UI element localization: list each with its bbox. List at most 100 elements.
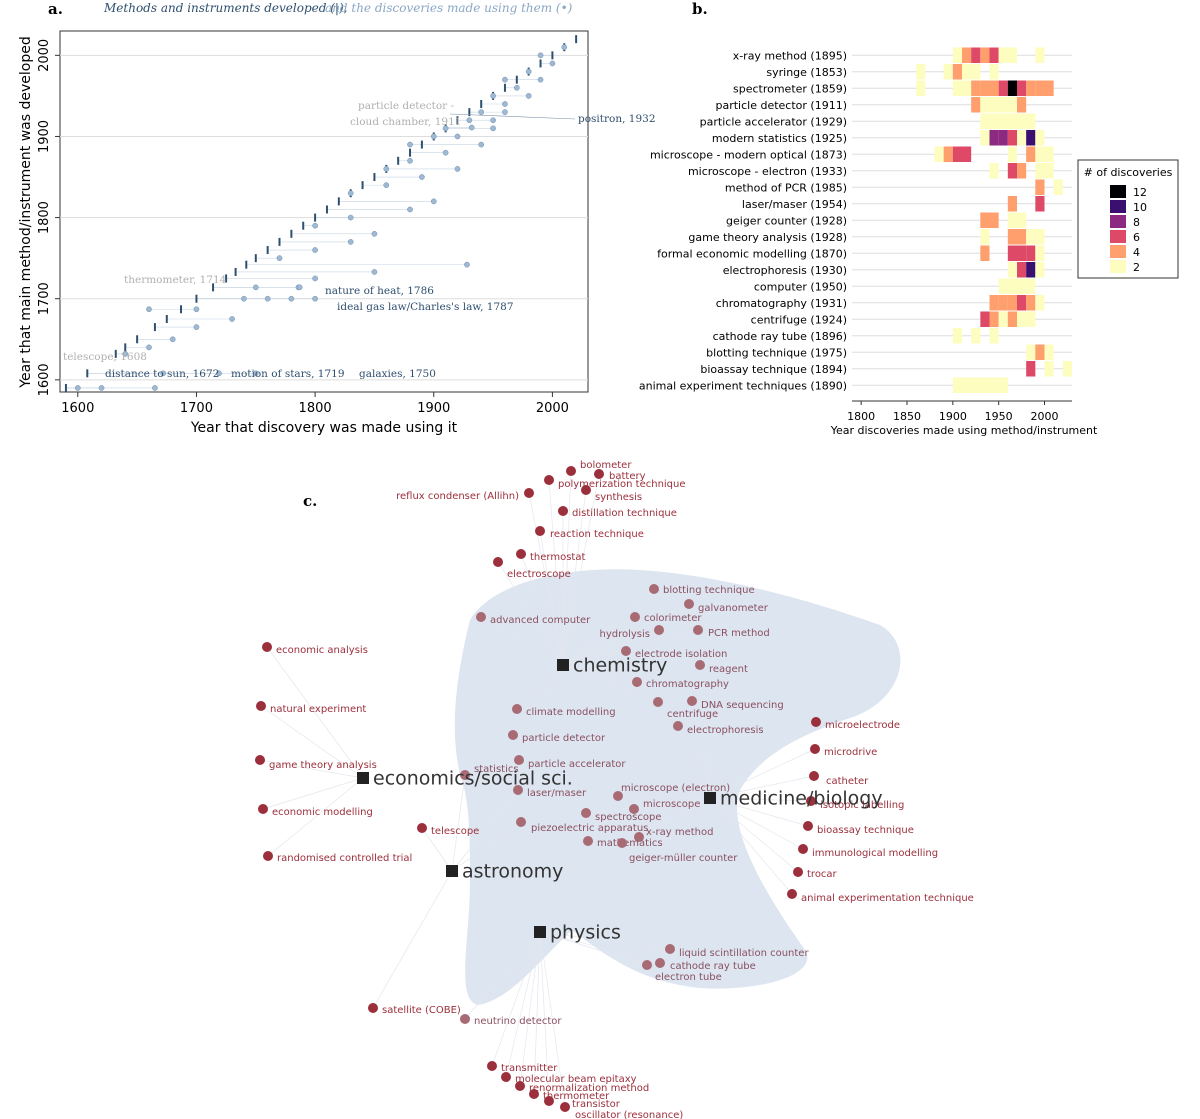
network-edge [562,629,660,666]
panel-a-y-tick-label: 1800 [37,201,52,234]
heatmap-cell [1026,80,1036,96]
network-edge [539,530,564,666]
network-node-label: thermometer [543,1091,610,1102]
heatmap-cell [971,328,981,344]
cluster-region [454,569,901,1005]
discovery-point [466,117,473,124]
heatmap-cell [1017,130,1027,146]
hub-label: astronomy [462,861,563,883]
network-node-label: reagent [709,664,748,675]
network-node [793,867,803,877]
heatmap-cell [1017,163,1027,179]
panel-b-heatmap: b. x-ray method (1895) syringe (1853) spec… [639,0,1179,437]
panel-a-annotation: telescope, 1608 [63,351,147,363]
network-node [693,625,703,635]
network-edge [518,664,564,761]
discovery-point [537,52,544,59]
network-node-label: microscope (electron) [621,783,730,794]
legend-title: # of discoveries [1084,166,1173,179]
row-label: bioassay technique (1894) [700,363,847,376]
row-label: method of PCR (1985) [725,181,847,194]
discovery-point [146,344,152,351]
panel-a-x-tick-label: 1900 [417,401,450,416]
network-edge [528,492,564,666]
network-node [655,958,665,968]
network-edge [709,797,804,850]
panel-a-marks [64,35,578,392]
annotation-leader [449,113,576,120]
discovery-point [193,306,200,313]
heatmap-cell [989,212,999,228]
legend-swatch [1110,230,1126,243]
heatmap-cell [1017,262,1027,278]
network-node-label: electroscope [507,569,571,580]
legend-items: 12 10 8 6 4 2 [1110,185,1147,274]
network-edge [266,646,364,779]
discovery-point [430,198,437,205]
discovery-point [122,351,129,357]
discovery-point [312,222,318,229]
network-node [258,804,268,814]
heatmap-cell [1017,278,1027,294]
discovery-point [98,385,105,391]
discovery-point [371,269,378,275]
network-edge [539,931,566,1108]
discovery-point [146,306,152,313]
network-node [544,475,554,485]
heatmap-cell [962,80,972,96]
panel-b-x-ticks: 1800 1850 1900 1950 2000 [847,401,1059,423]
discovery-point [407,141,413,148]
heatmap-cell [989,97,999,113]
network-node [811,717,821,727]
network-node [514,755,524,765]
network-edge [520,553,564,666]
discovery-point [525,68,532,75]
heatmap-cell [989,80,999,96]
panel-a-annotation: positron, 1932 [578,113,656,125]
network-node-label: mathematics [597,838,663,849]
heatmap-cell [980,47,990,63]
network-node [629,804,639,814]
panel-a-annotations: telescope, 1608 distance to sun, 1672 moti… [63,100,656,380]
network-node [798,844,808,854]
network-edge [451,789,519,872]
discovery-point [312,275,318,282]
network-edge [533,931,541,1095]
panel-b-x-tick-label: 1850 [893,410,921,423]
network-node [516,549,526,559]
heatmap-cell [971,80,981,96]
discovery-point [561,44,568,51]
heatmap-cell [989,130,999,146]
network-edge [562,616,636,666]
network-node-label: cathode ray tube [670,961,756,972]
row-label: animal experiment techniques (1890) [639,379,847,392]
network-node [632,677,642,687]
network-edge [480,616,564,666]
network-edge [562,470,572,666]
network-edge [421,827,453,872]
legend-label: 12 [1133,186,1147,199]
heatmap-cell [1017,229,1027,245]
heatmap-cell [962,47,972,63]
heatmap-cell [1026,361,1036,377]
heatmap-cell [943,64,953,80]
network-node [581,485,591,495]
network-node-label: laser/maser [527,788,587,799]
heatmap-cell [1017,245,1027,261]
heatmap-cell [952,377,962,393]
discovery-point [216,370,222,377]
heatmap-cell [1044,163,1054,179]
discovery-point [464,261,470,268]
network-edge [562,650,627,666]
network-node [630,612,640,622]
network-node-label: natural experiment [270,704,366,715]
network-edge [262,777,364,810]
network-edge [451,821,522,872]
row-label: particle accelerator (1929) [700,115,847,128]
heatmap-cell [980,245,990,261]
network-edge [464,931,541,1020]
network-edge [709,721,817,799]
hub-label: medicine/biology [720,788,883,810]
discovery-point [502,109,508,115]
